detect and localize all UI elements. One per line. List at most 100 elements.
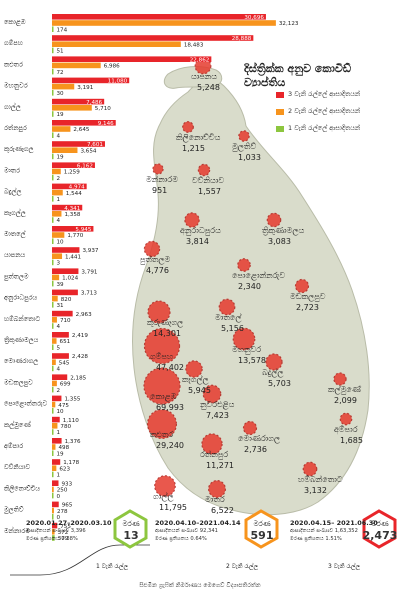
district-name: රත්නපුර [200, 450, 229, 459]
wave-panel-graphic [10, 509, 397, 576]
period-3: 2020.04.15– 2021.06.30 ආසාදිතයන් සංඛ්‍යා… [290, 519, 378, 543]
legend-swatch-wave2 [276, 108, 284, 115]
bar-value-label: 19 [57, 451, 65, 457]
virus-marker [237, 258, 251, 272]
virus-marker [238, 130, 250, 142]
bar-value-label: 174 [57, 27, 68, 33]
bar-value-label: 0 [57, 494, 61, 500]
wave-line [10, 544, 150, 576]
district-value: 2,099 [334, 396, 357, 405]
bar [52, 105, 92, 111]
bar-value-label: 710 [60, 318, 71, 324]
legend-label-wave2: 2 වැනි රැල්ලේ ආසාදිතයන් [288, 107, 361, 115]
bar [52, 380, 57, 387]
bar-value-label: 1,441 [65, 254, 81, 260]
bar [52, 217, 54, 223]
bar-value-label: 30,696 [244, 15, 264, 21]
bar-value-label: 372 [58, 530, 69, 536]
district-value: 951 [152, 186, 168, 195]
bar-value-label: 2,963 [76, 312, 92, 318]
bar-value-label: 32,123 [279, 21, 299, 27]
bar-value-label: 3,791 [81, 269, 97, 275]
bar-value-label: 19 [57, 155, 65, 161]
bar-value-label: 1 [57, 473, 61, 479]
period-1-rate: 0.38% [61, 536, 78, 542]
district-value: 69,993 [156, 403, 184, 412]
category-label: පුත්තලම [3, 272, 29, 281]
bar [52, 465, 57, 471]
virus-marker [302, 461, 318, 477]
bar-value-label: 2,428 [72, 354, 88, 360]
bar-value-label: 4,974 [69, 185, 85, 191]
bar [52, 529, 55, 535]
category-label: රත්නපුර [4, 124, 27, 133]
bar [52, 26, 54, 32]
bar [52, 332, 69, 338]
bar [52, 338, 57, 344]
legend-item-wave2: 2 වැනි රැල්ලේ ආසාදිතයන් [276, 103, 396, 120]
bar-value-label: 1,024 [62, 276, 78, 282]
bar [52, 522, 58, 529]
bar-value-label: 3,191 [77, 85, 93, 91]
category-label: මොණරාගල [4, 357, 38, 365]
district-name: මඩකලපුව [290, 292, 326, 301]
bar [52, 408, 54, 414]
district-name: අම්පාර [334, 425, 358, 434]
district-name: මාතලේ [215, 313, 242, 322]
bar [52, 232, 65, 238]
bar-value-label: 545 [59, 360, 70, 366]
bar [52, 211, 62, 217]
virus-marker [202, 384, 222, 404]
bar [52, 132, 54, 138]
district-value: 1,033 [238, 153, 261, 162]
district-name: මන්නාරම [146, 175, 178, 184]
bar [52, 501, 59, 508]
bar [52, 126, 71, 132]
bar [52, 359, 56, 365]
deaths-1: මරණ 13 [112, 520, 150, 558]
bar [52, 280, 54, 287]
bar [52, 41, 181, 47]
deaths-3-value: 2,473 [362, 529, 398, 542]
period-3-dates: 2020.04.15– 2021.06.30 [290, 519, 378, 527]
bar [52, 253, 63, 259]
district-name: පුත්තලම [140, 255, 171, 264]
bar-value-label: 9,146 [98, 121, 114, 127]
bar-value-label: 2,645 [73, 127, 89, 133]
island-shape [132, 79, 370, 516]
virus-marker [197, 163, 211, 177]
bar-value-label: 4,341 [64, 206, 80, 212]
category-label: පොළොන්නරුව [4, 400, 47, 408]
bar-value-label: 2 [57, 388, 61, 394]
district-name: කුරුණෑගල [147, 318, 184, 327]
bar [52, 416, 60, 423]
bar [52, 274, 60, 281]
bar [52, 83, 75, 90]
category-label: කළුතර [4, 60, 23, 68]
legend-swatch-wave1 [276, 125, 284, 132]
bar-value-label: 4 [57, 133, 61, 139]
virus-marker [154, 475, 176, 497]
bar [52, 459, 61, 465]
legend-swatch-wave3 [276, 91, 284, 98]
period-2-dates: 2020.04.10–2021.04.14 [155, 519, 241, 527]
virus-markers [143, 57, 353, 498]
bar-value-label: 2 [57, 176, 61, 182]
district-name: මොණරාගල [238, 434, 281, 443]
credit-footer: සිළුමින ග්‍රැෆික් නිර්මාණය මෙගෙව් විද්‍ය… [139, 582, 261, 589]
district-name: මහනුවර [232, 345, 262, 354]
virus-marker [152, 163, 164, 175]
bar-value-label: 72 [57, 70, 64, 76]
bar [52, 365, 54, 372]
district-value: 2,736 [244, 445, 267, 454]
deaths-1-label: මරණ [122, 520, 140, 528]
bar [52, 507, 54, 514]
bar [52, 429, 54, 435]
district-name: බදුල්ල [262, 368, 284, 377]
bar [52, 401, 56, 408]
bar [52, 14, 266, 20]
bar [52, 471, 54, 478]
bar [52, 183, 87, 190]
district-value: 3,132 [304, 486, 327, 495]
